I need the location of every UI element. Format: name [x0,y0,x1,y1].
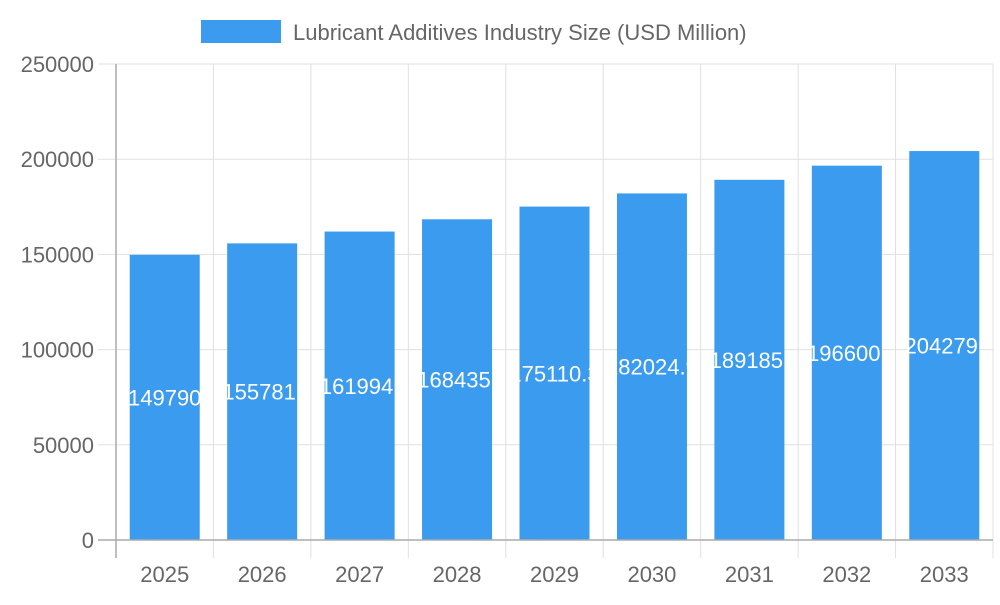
y-tick-label: 50000 [33,433,94,458]
bar [324,231,395,541]
data-label: 196600. [807,341,887,366]
bar [129,254,200,540]
bar [227,243,298,540]
data-labels: 149790 155781. 161994. 168435. 175110.3 18202… [128,334,984,411]
data-label: 204279. [905,334,985,359]
axes: 0 50000 100000 150000 200000 250000 2025 2026 20… [21,52,993,587]
bar [616,193,687,540]
bar [519,206,590,540]
x-tick-label: 2032 [822,562,871,587]
legend[interactable]: Lubricant Additives Industry Size (USD M… [201,20,747,45]
y-tick-label: 200000 [21,147,94,172]
data-label: 182024.9 [606,355,698,380]
x-tick-label: 2029 [530,562,579,587]
legend-label: Lubricant Additives Industry Size (USD M… [293,20,747,45]
bar [714,179,785,541]
x-tick-label: 2027 [335,562,384,587]
y-tick-label: 250000 [21,52,94,77]
x-tick-label: 2028 [433,562,482,587]
y-tick-label: 0 [82,528,94,553]
y-tick-label: 150000 [21,242,94,267]
data-label: 149790 [128,385,201,410]
bar [811,165,882,541]
data-label: 175110.3 [509,361,599,386]
legend-swatch [201,20,281,43]
x-tick-label: 2033 [920,562,969,587]
y-tick-label: 100000 [21,338,94,363]
bar [422,219,493,541]
grid [98,63,994,558]
x-tick-label: 2025 [140,562,189,587]
data-label: 168435. [417,368,497,393]
bar [909,151,980,540]
data-label: 155781. [222,380,302,405]
x-tick-label: 2030 [627,562,676,587]
x-tick-label: 2031 [725,562,774,587]
bars [129,151,980,541]
data-label: 161994. [320,374,400,399]
x-tick-label: 2026 [238,562,287,587]
data-label: 189185. [710,348,790,373]
